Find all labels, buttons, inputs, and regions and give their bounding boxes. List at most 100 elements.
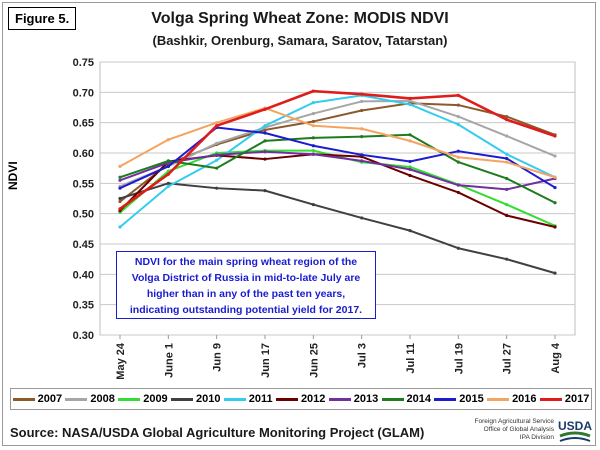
data-point-2016 [166, 138, 170, 142]
data-point-2012 [456, 190, 460, 195]
data-point-2016 [118, 164, 122, 168]
data-point-2010 [263, 189, 267, 193]
agency-line-2: Office of Global Analysis [483, 426, 554, 433]
chart-legend: 2007 2008 2009 2010 2011 2012 2013 2014 2015 2016… [10, 388, 592, 410]
data-point-2011 [263, 124, 267, 128]
data-point-2013 [215, 153, 219, 157]
data-point-2007 [118, 199, 122, 204]
data-point-2014 [505, 176, 509, 181]
data-point-2015 [553, 185, 557, 190]
data-point-2017 [263, 107, 267, 111]
legend-swatch [65, 397, 88, 401]
data-point-2016 [553, 175, 557, 179]
data-point-2013 [456, 183, 460, 187]
figure-label: Figure 5. [8, 7, 77, 30]
data-point-2008 [311, 111, 315, 116]
data-point-2016 [311, 124, 315, 128]
data-point-2011 [311, 101, 315, 105]
data-point-2014 [456, 160, 460, 164]
data-point-2015 [456, 149, 460, 153]
usda-logo: USDA [558, 419, 592, 442]
legend-label: 2013 [353, 393, 379, 405]
legend-swatch [12, 397, 35, 401]
data-point-2007 [311, 119, 315, 124]
agency-line-1: Foreign Agricultural Service [474, 418, 554, 425]
data-point-2010 [215, 186, 219, 190]
data-point-2014 [215, 166, 219, 170]
data-point-2015 [311, 144, 315, 148]
data-point-2017 [505, 118, 509, 122]
legend-swatch [539, 397, 562, 401]
data-point-2008 [505, 134, 509, 138]
legend-item-2016: 2016 [487, 393, 537, 405]
data-point-2011 [408, 102, 412, 107]
data-point-2012 [263, 157, 267, 161]
data-point-2011 [215, 158, 219, 162]
data-point-2016 [505, 160, 509, 164]
data-point-2017 [311, 89, 315, 93]
legend-swatch [434, 397, 457, 401]
data-point-2016 [408, 139, 412, 143]
legend-label: 2011 [248, 393, 273, 405]
legend-item-2015: 2015 [434, 393, 484, 405]
data-point-2017 [456, 93, 460, 97]
data-point-2010 [505, 257, 509, 261]
data-point-2007 [505, 115, 509, 119]
series-line-2015 [119, 126, 556, 190]
usda-agency-block: Foreign Agricultural Service Office of G… [475, 416, 592, 444]
data-point-2015 [118, 186, 122, 190]
data-point-2008 [408, 99, 412, 103]
data-point-2008 [215, 141, 219, 145]
legend-item-2017: 2017 [539, 393, 589, 405]
chart-subtitle: (Bashkir, Orenburg, Samara, Saratov, Tat… [152, 33, 448, 48]
legend-item-2007: 2007 [12, 393, 63, 405]
data-point-2010 [118, 196, 122, 201]
y-tick-label: 0.35 [73, 300, 94, 312]
legend-label: 2007 [37, 393, 63, 405]
legend-label: 2012 [300, 393, 326, 405]
data-point-2008 [456, 115, 460, 119]
series-line-2016 [119, 107, 556, 179]
x-tick-label: Jun 25 [308, 343, 320, 378]
legend-item-2012: 2012 [275, 393, 326, 405]
y-tick-label: 0.30 [73, 330, 94, 342]
legend-label: 2010 [195, 393, 221, 405]
agency-line-3: IPA Division [519, 434, 554, 441]
data-point-2012 [408, 173, 412, 178]
legend-label: 2015 [459, 393, 484, 405]
figure-frame [2, 2, 596, 446]
data-point-2009 [408, 165, 412, 169]
data-point-2013 [263, 150, 267, 154]
y-tick-label: 0.40 [73, 269, 94, 281]
data-point-2011 [118, 225, 122, 229]
x-tick-label: Aug 4 [550, 342, 562, 373]
data-point-2017 [118, 207, 122, 211]
source-note: Source: NASA/USDA Global Agriculture Mon… [10, 425, 425, 440]
data-point-2013 [311, 152, 315, 156]
data-point-2015 [360, 153, 364, 157]
legend-item-2013: 2013 [328, 393, 379, 405]
data-point-2010 [360, 216, 364, 220]
data-point-2013 [505, 187, 509, 191]
legend-item-2008: 2008 [65, 393, 115, 405]
legend-item-2014: 2014 [381, 393, 431, 405]
x-tick-label: May 24 [115, 342, 127, 380]
y-tick-label: 0.70 [73, 87, 94, 99]
series-line-2011 [119, 94, 556, 228]
data-point-2017 [215, 124, 219, 128]
legend-label: 2008 [90, 393, 115, 405]
data-point-2015 [263, 131, 267, 135]
data-point-2016 [215, 121, 219, 125]
y-tick-label: 0.65 [73, 118, 94, 130]
data-point-2011 [505, 152, 509, 156]
data-point-2014 [166, 159, 170, 163]
chart-title: Volga Spring Wheat Zone: MODIS NDVI [151, 10, 449, 27]
data-point-2014 [263, 139, 267, 143]
x-tick-label: Jul 3 [357, 343, 369, 368]
x-tick-label: Jul 11 [405, 343, 417, 374]
legend-swatch [223, 397, 246, 401]
series-line-2014 [119, 133, 556, 204]
data-point-2012 [553, 225, 557, 229]
legend-item-2009: 2009 [118, 393, 168, 405]
